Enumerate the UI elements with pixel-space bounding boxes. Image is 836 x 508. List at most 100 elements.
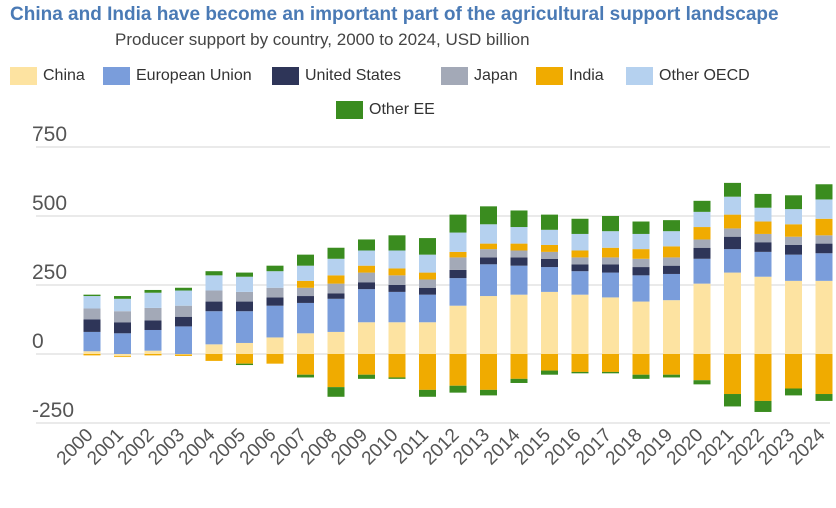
legend-item-united-states: United States	[272, 66, 401, 86]
legend-label-united-states: United States	[305, 67, 402, 84]
bar-segment-china-2013	[480, 296, 497, 354]
bar-segment-india-2011	[419, 272, 436, 280]
bar-segment-united-states-2022	[754, 242, 772, 252]
bar-segment-other-ee-negative-2009	[358, 374, 375, 379]
bar-segment-european-union-2009	[358, 289, 375, 323]
bar-segment-japan-2010	[388, 275, 406, 285]
bar-segment-china-2022	[754, 276, 772, 354]
bar-segment-united-states-2023	[785, 244, 802, 255]
bar-segment-japan-2009	[358, 272, 375, 283]
bar-segment-other-oecd-2000	[83, 296, 101, 309]
bar-segment-india-negative-2012	[449, 354, 467, 386]
y-tick-label: 250	[32, 261, 67, 284]
bar-segment-other-ee-2007	[297, 254, 314, 266]
bar-segment-japan-2001	[114, 311, 131, 323]
bar-segment-other-ee-negative-2017	[602, 371, 619, 374]
bar-segment-other-oecd-2010	[388, 250, 406, 269]
bar-segment-india-negative-2002	[144, 354, 162, 356]
bar-segment-japan-2005	[236, 291, 253, 302]
bar-segment-other-oecd-2015	[541, 229, 558, 245]
bar-segment-india-2007	[297, 280, 314, 288]
bar-segment-united-states-2020	[693, 247, 711, 259]
bar-segment-china-2024	[815, 280, 833, 354]
bar-segment-china-2010	[388, 322, 406, 354]
bar-segment-other-ee-negative-2015	[541, 370, 558, 375]
bar-segment-india-2022	[754, 221, 772, 234]
bar-segment-other-oecd-2024	[815, 199, 833, 219]
bar-segment-european-union-2016	[571, 271, 589, 295]
bar-segment-japan-2000	[83, 308, 101, 320]
legend-swatch-japan	[441, 67, 468, 85]
bar-segment-india-2015	[541, 244, 558, 252]
bar-segment-united-states-2008	[327, 293, 345, 299]
bar-segment-united-states-2002	[144, 320, 162, 330]
bar-segment-other-oecd-2016	[571, 233, 589, 251]
bar-segment-china-2001	[114, 354, 131, 357]
bar-segment-india-negative-2020	[693, 354, 711, 381]
bar-segment-other-oecd-2018	[632, 233, 650, 250]
bar-segment-other-ee-2020	[693, 200, 711, 212]
bar-segment-japan-2011	[419, 279, 436, 288]
bar-segment-european-union-2011	[419, 294, 436, 323]
bar-segment-india-2017	[602, 247, 619, 258]
bar-segment-united-states-2010	[388, 285, 406, 292]
bar-segment-european-union-2005	[236, 311, 253, 343]
bar-segment-other-ee-2019	[663, 220, 680, 232]
bar-segment-other-ee-2002	[144, 289, 162, 293]
bar-segment-china-2016	[571, 294, 589, 354]
bar-segment-india-2010	[388, 268, 406, 276]
bar-segment-japan-2013	[480, 249, 497, 258]
bar-segment-other-ee-negative-2018	[632, 374, 650, 379]
legend-label-european-union: European Union	[136, 67, 252, 84]
y-tick-label: 0	[32, 330, 44, 353]
bar-segment-india-negative-2022	[754, 354, 772, 401]
chart-title: China and India have become an important…	[10, 4, 779, 25]
bar-segment-india-2019	[663, 246, 680, 258]
bar-segment-united-states-2004	[205, 301, 223, 312]
bar-segment-india-negative-2021	[724, 354, 741, 395]
bar-segment-india-negative-2008	[327, 354, 345, 388]
bar-segment-china-2004	[205, 344, 223, 354]
bar-segment-united-states-2013	[480, 257, 497, 265]
bar-segment-european-union-2015	[541, 267, 558, 292]
bar-segment-india-negative-2010	[388, 354, 406, 378]
bar-segment-european-union-2008	[327, 298, 345, 332]
bar-segment-european-union-2002	[144, 329, 162, 351]
bar-segment-european-union-2001	[114, 333, 131, 354]
bar-segment-other-ee-2003	[175, 287, 192, 291]
bar-segment-united-states-2017	[602, 264, 619, 273]
bar-segment-other-ee-2021	[724, 182, 741, 197]
bar-segment-japan-2006	[266, 287, 284, 298]
bar-segment-other-oecd-2006	[266, 271, 284, 288]
bar-segment-other-ee-negative-2013	[480, 389, 497, 396]
bar-segment-japan-2014	[510, 250, 528, 258]
bar-segment-european-union-2018	[632, 275, 650, 302]
bar-segment-india-negative-2016	[571, 354, 589, 372]
bar-segment-european-union-2003	[175, 326, 192, 354]
legend-label-china: China	[43, 67, 85, 84]
bar-segment-other-ee-negative-2005	[236, 363, 253, 366]
bar-segment-european-union-2004	[205, 311, 223, 345]
bar-segment-other-ee-negative-2016	[571, 371, 589, 374]
bar-segment-other-ee-negative-2008	[327, 387, 345, 397]
bar-segment-european-union-2000	[83, 331, 101, 352]
bar-segment-india-negative-2003	[175, 354, 192, 356]
bar-segment-china-2005	[236, 342, 253, 354]
bar-segment-other-oecd-2014	[510, 227, 528, 244]
legend-item-european-union: European Union	[103, 66, 252, 86]
bar-segment-european-union-2022	[754, 251, 772, 277]
bar-segment-united-states-2003	[175, 316, 192, 327]
bar-segment-united-states-2019	[663, 265, 680, 274]
bar-segment-china-2019	[663, 300, 680, 354]
bar-segment-united-states-2021	[724, 236, 741, 250]
bar-segment-united-states-2000	[83, 319, 101, 332]
bar-segment-china-2000	[83, 351, 101, 354]
bar-segment-india-negative-2019	[663, 354, 680, 375]
bar-segment-other-ee-2001	[114, 296, 131, 299]
bar-segment-united-states-2018	[632, 267, 650, 276]
bar-segment-japan-2016	[571, 257, 589, 265]
bar-segment-other-ee-2022	[754, 193, 772, 208]
legend-label-india: India	[569, 67, 604, 84]
bar-segment-china-2018	[632, 301, 650, 354]
bar-segment-japan-2003	[175, 305, 192, 317]
